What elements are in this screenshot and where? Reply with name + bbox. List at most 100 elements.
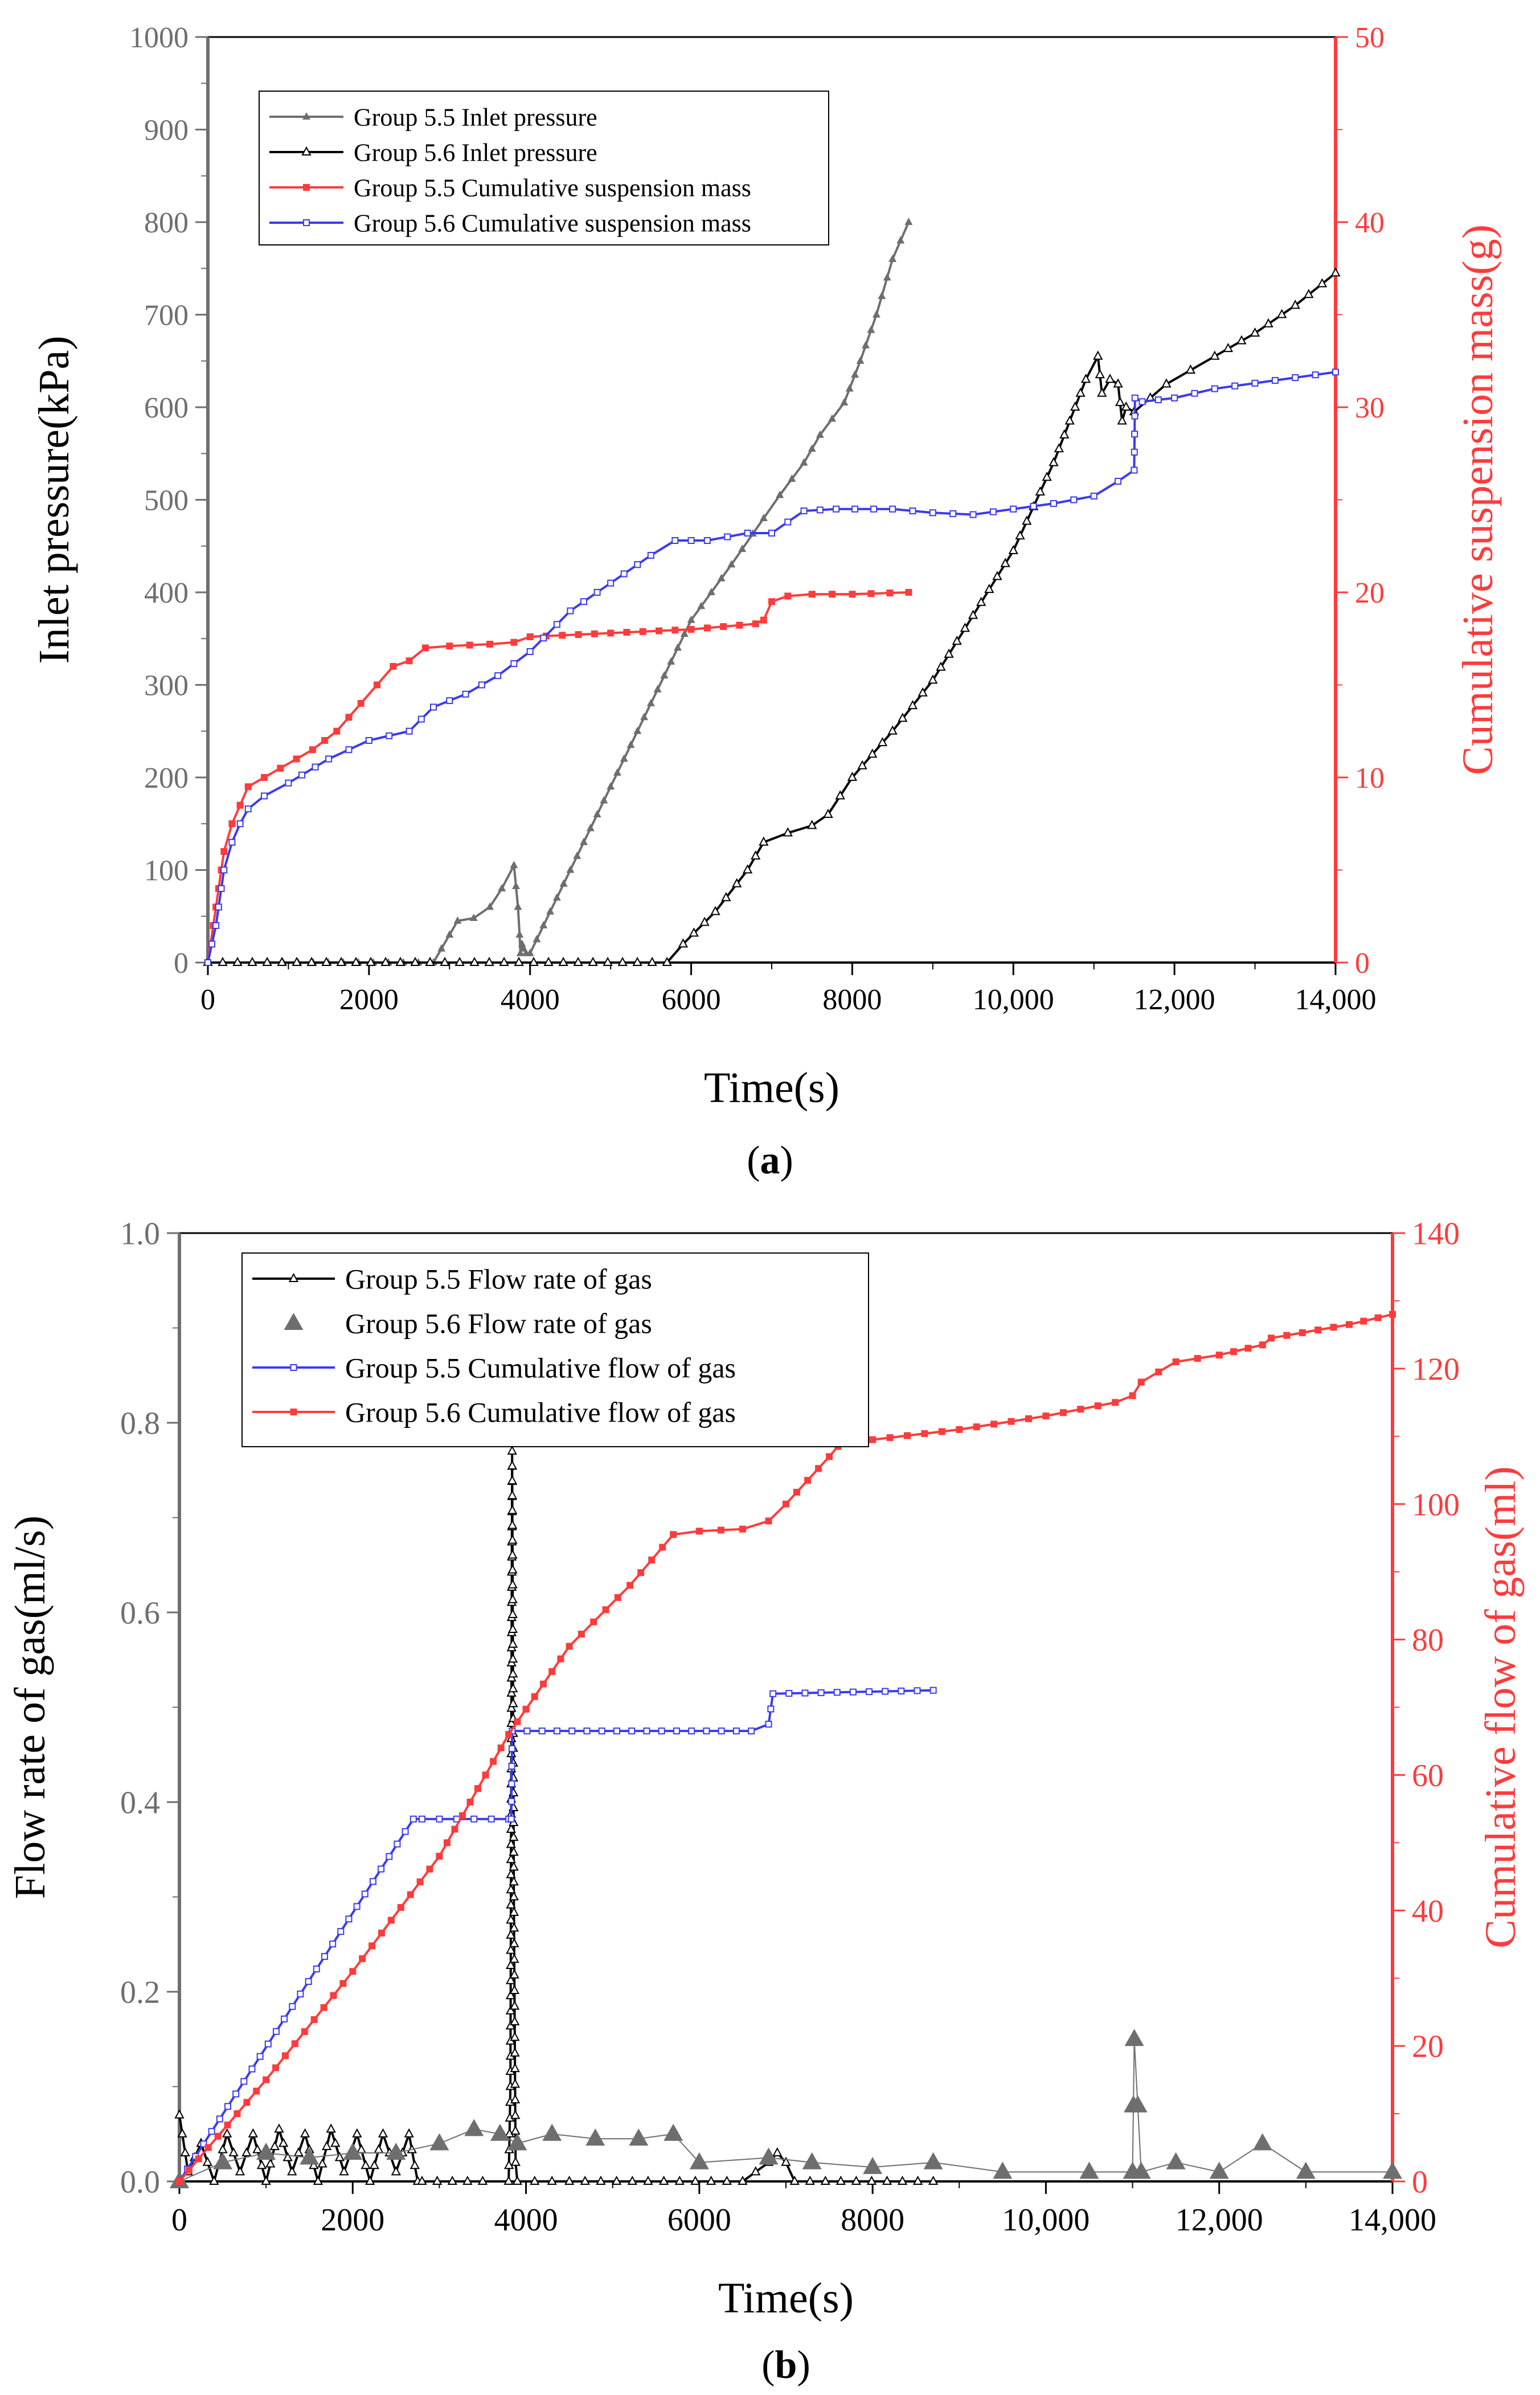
data-point: [474, 1785, 482, 1792]
data-point: [213, 2152, 233, 2169]
data-point: [634, 561, 641, 568]
data-point: [921, 1430, 928, 1438]
data-point: [627, 2175, 637, 2185]
data-point: [466, 641, 473, 649]
data-point: [648, 1556, 656, 1563]
data-point: [507, 1445, 517, 1455]
data-point: [688, 1727, 695, 1735]
data-point: [580, 2175, 590, 2185]
data-point: [297, 1990, 304, 1997]
data-point: [204, 2144, 212, 2151]
data-point: [510, 2094, 521, 2104]
data-point: [905, 589, 912, 596]
data-point: [929, 1686, 937, 1694]
data-point: [567, 607, 574, 615]
data-point: [952, 636, 962, 645]
legend-label: Group 5.5 Inlet pressure: [354, 103, 597, 131]
data-point: [510, 660, 518, 668]
data-point: [629, 2128, 649, 2146]
data-point: [727, 560, 736, 568]
data-point: [826, 1453, 833, 1460]
data-point: [507, 1564, 518, 1574]
data-point: [508, 1668, 518, 1678]
x-tick-label: 10,000: [1002, 2202, 1090, 2238]
data-point: [509, 1876, 519, 1886]
data-point: [526, 648, 534, 655]
x-tick-label: 14,000: [1295, 984, 1377, 1016]
data-point: [508, 1745, 515, 1753]
data-point: [291, 2040, 298, 2048]
data-point: [856, 356, 865, 364]
data-point: [724, 533, 731, 541]
data-point: [867, 748, 878, 758]
data-point: [269, 2140, 280, 2150]
data-point: [578, 1631, 585, 1638]
x-tick-label: 4000: [501, 984, 560, 1016]
data-point: [695, 1528, 703, 1535]
y-left-tick-label: 500: [144, 485, 189, 517]
data-point: [1059, 1409, 1067, 1416]
data-point: [1191, 390, 1198, 397]
data-point: [620, 570, 628, 578]
series-0-3: [204, 369, 1339, 966]
data-point: [802, 2152, 822, 2169]
data-point: [220, 848, 228, 855]
data-point: [759, 836, 769, 846]
data-point: [232, 956, 243, 966]
data-point: [1299, 1329, 1306, 1336]
data-point: [174, 2109, 185, 2119]
data-point: [744, 530, 751, 537]
data-point: [1252, 2133, 1272, 2151]
data-point: [510, 2078, 521, 2088]
data-point: [738, 544, 747, 552]
data-point: [547, 2175, 557, 2185]
data-point: [690, 2175, 701, 2185]
data-point: [394, 1840, 401, 1848]
legend-box: [259, 91, 829, 245]
data-point: [409, 1815, 417, 1823]
data-point: [769, 1690, 777, 1697]
data-point: [510, 2125, 521, 2135]
data-point: [262, 956, 272, 966]
data-point: [823, 808, 833, 818]
data-point: [209, 2175, 219, 2185]
data-point: [1296, 2161, 1316, 2179]
caption-letter: a: [760, 1139, 780, 1182]
data-point: [436, 1815, 443, 1823]
data-point: [1236, 335, 1247, 345]
data-point: [1094, 1402, 1101, 1410]
data-point: [815, 1465, 822, 1472]
y-left-tick-label: 0.4: [120, 1786, 160, 1821]
data-point: [1025, 1415, 1032, 1422]
data-point: [793, 1488, 801, 1496]
data-point: [1097, 387, 1107, 397]
x-tick-label: 14,000: [1349, 2202, 1436, 2238]
data-point: [510, 2047, 520, 2057]
data-point: [1131, 431, 1138, 438]
data-point: [263, 2076, 270, 2083]
data-point: [256, 2053, 264, 2060]
data-point: [508, 1683, 518, 1693]
data-point: [345, 1915, 353, 1923]
data-point: [380, 956, 391, 966]
data-point: [406, 657, 413, 665]
data-point: [882, 2175, 892, 2185]
data-point: [817, 1689, 825, 1696]
x-tick-label: 6000: [667, 2202, 731, 2238]
data-point: [343, 2143, 363, 2160]
data-point: [807, 820, 817, 829]
data-point: [667, 657, 675, 665]
data-point: [509, 1938, 519, 1947]
data-point: [886, 589, 894, 597]
data-point: [788, 474, 796, 482]
data-point: [566, 1643, 573, 1650]
data-point: [514, 1718, 521, 1725]
data-point: [505, 2005, 516, 2015]
data-point: [366, 956, 376, 966]
data-point: [878, 292, 886, 299]
data-point: [1283, 1332, 1291, 1339]
data-point: [1075, 387, 1086, 397]
legend-marker: [290, 1364, 297, 1371]
data-point: [759, 514, 768, 521]
data-point: [208, 2128, 215, 2135]
